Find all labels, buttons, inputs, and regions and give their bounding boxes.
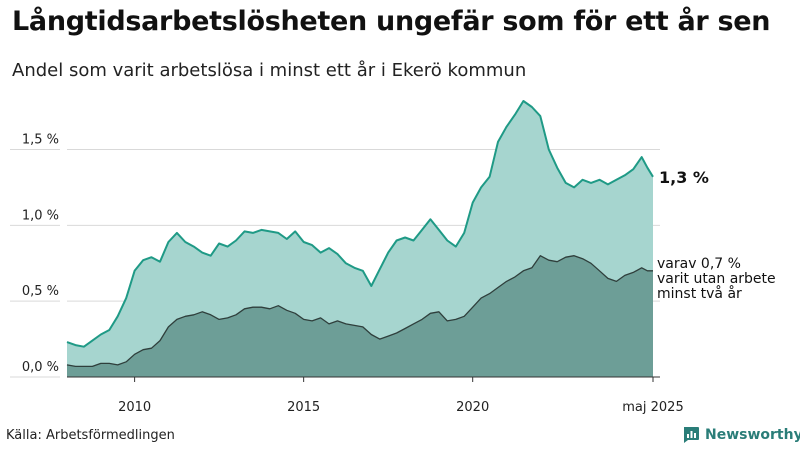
line-total [66,100,654,348]
chart-title: Långtidsarbetslösheten ungefär som för e… [12,6,771,37]
x-tick-label: 2015 [287,400,320,415]
chart-subtitle: Andel som varit arbetslösa i minst ett å… [12,60,527,81]
x-tick-label: maj 2025 [622,400,683,415]
end-label-total: 1,3 % [659,168,709,187]
area-long_term [67,255,653,377]
line-long_term [66,255,653,368]
axis-labels: 0,0 % 0,5 % 1,0 % 1,5 % 2010 2015 2020 maj 2025… [22,133,776,416]
end-label-long-term-line: varav 0,7 % [657,256,741,272]
y-tick-label: 0,0 % [22,360,59,375]
end-label-long-term-line: minst två år [657,285,742,302]
y-tick-label: 1,5 % [22,133,59,148]
end-label-long-term: varav 0,7 % varit utan arbete minst två år [657,256,776,302]
end-label-long-term-line: varit utan arbete [657,271,776,287]
brand-logo: Newsworthy [682,426,800,444]
brand-name: Newsworthy [705,427,800,443]
y-tick-label: 0,5 % [22,284,59,299]
x-tick-label: 2010 [118,400,151,415]
x-tick-label: 2020 [456,400,489,415]
y-tick-label: 1,0 % [22,208,59,223]
source-note: Källa: Arbetsförmedlingen [6,428,175,443]
plot-area [66,100,654,378]
newsworthy-logo-icon [684,427,699,443]
